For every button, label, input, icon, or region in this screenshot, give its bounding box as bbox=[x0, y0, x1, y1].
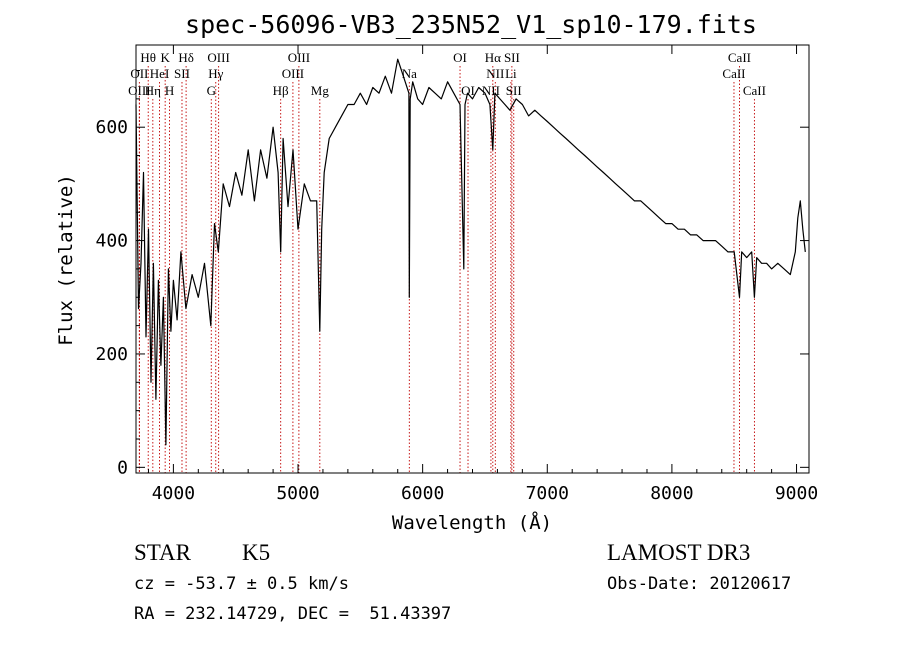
line-label: CaII bbox=[743, 83, 766, 98]
line-label: OIII bbox=[282, 66, 304, 81]
y-axis-label: Flux (relative) bbox=[55, 174, 77, 346]
line-label: OII bbox=[130, 66, 148, 81]
line-label: Na bbox=[402, 66, 417, 81]
line-label: Hδ bbox=[178, 50, 194, 65]
y-tick-label: 400 bbox=[95, 231, 128, 252]
chart-title: spec-56096-VB3_235N52_V1_sp10-179.fits bbox=[185, 10, 757, 39]
y-tick-label: 0 bbox=[117, 457, 128, 478]
line-label: CaII bbox=[728, 50, 751, 65]
x-axis: 4000 5000 6000 7000 8000 9000 bbox=[147, 45, 818, 504]
x-tick-label: 9000 bbox=[775, 483, 818, 504]
x-tick-label: 8000 bbox=[650, 483, 693, 504]
line-label: Li bbox=[505, 66, 517, 81]
line-label: CaII bbox=[722, 66, 745, 81]
obs-date: Obs-Date: 20120617 bbox=[607, 574, 792, 594]
ra-dec: RA = 232.14729, DEC = 51.43397 bbox=[134, 604, 452, 624]
plot-frame bbox=[135, 44, 810, 474]
line-label: H bbox=[165, 83, 174, 98]
line-label: SII bbox=[174, 66, 190, 81]
spectrum-series bbox=[135, 58, 806, 446]
x-tick-label: 5000 bbox=[276, 483, 319, 504]
line-label: Hα bbox=[485, 50, 501, 65]
line-label: Hθ bbox=[140, 50, 156, 65]
line-label: G bbox=[207, 83, 216, 98]
y-axis: 0 200 400 600 bbox=[95, 70, 809, 478]
y-tick-label: 600 bbox=[95, 117, 128, 138]
line-label: OI bbox=[461, 83, 475, 98]
survey-name: LAMOST DR3 bbox=[607, 540, 751, 565]
y-tick-label: 200 bbox=[95, 344, 128, 365]
line-label: SII bbox=[506, 83, 522, 98]
x-tick-label: 4000 bbox=[152, 483, 195, 504]
x-tick-label: 6000 bbox=[401, 483, 444, 504]
line-label: OIII bbox=[207, 50, 229, 65]
line-label: K bbox=[160, 50, 170, 65]
line-label: NII bbox=[486, 66, 504, 81]
line-label: Hγ bbox=[208, 66, 223, 81]
line-label: HeI bbox=[150, 66, 170, 81]
line-label: Hβ bbox=[273, 83, 289, 98]
object-subclass: K5 bbox=[242, 540, 271, 565]
object-class: STAR bbox=[134, 540, 191, 565]
x-axis-label: Wavelength (Å) bbox=[392, 511, 552, 534]
line-label: OIII bbox=[288, 50, 310, 65]
line-label: OIII bbox=[128, 83, 150, 98]
redshift-cz: cz = -53.7 ± 0.5 km/s bbox=[134, 574, 349, 594]
line-label: OI bbox=[453, 50, 467, 65]
line-label: Mg bbox=[311, 83, 330, 98]
line-label: Hη bbox=[145, 83, 161, 98]
x-tick-label: 7000 bbox=[526, 483, 569, 504]
line-label: SII bbox=[504, 50, 520, 65]
